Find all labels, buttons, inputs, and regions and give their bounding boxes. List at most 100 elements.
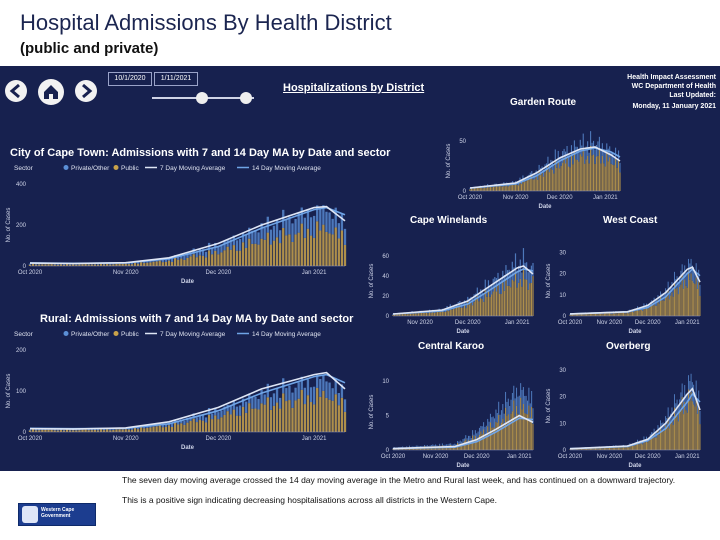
bar-private xyxy=(183,420,186,425)
bar-public xyxy=(510,287,512,316)
dashboard-heading[interactable]: Hospitalizations by District xyxy=(283,82,425,94)
bar-public xyxy=(312,404,316,432)
bar-public xyxy=(229,249,232,266)
bar-public xyxy=(428,311,431,316)
bar-public xyxy=(605,447,607,450)
bar-public xyxy=(507,414,509,450)
bar-public xyxy=(652,437,654,450)
x-tick-label: Nov 2020 xyxy=(597,320,623,326)
bar-private xyxy=(96,429,100,431)
bar-public xyxy=(452,446,454,450)
bar-public xyxy=(232,245,235,266)
bar-private xyxy=(676,276,678,288)
bar-public xyxy=(180,258,183,266)
bar-private xyxy=(695,380,697,399)
bar-public xyxy=(603,447,605,450)
bar-private xyxy=(613,156,615,166)
bar-public xyxy=(278,243,282,266)
bar-public xyxy=(592,154,595,191)
bar-private xyxy=(497,272,499,286)
bar-private xyxy=(35,429,38,431)
start-date-input[interactable]: 10/1/2020 xyxy=(108,72,152,86)
end-date-input[interactable]: 1/11/2021 xyxy=(154,72,198,86)
y-tick-label: 100 xyxy=(16,389,27,395)
bar-public xyxy=(291,241,294,266)
bar-public xyxy=(491,187,493,191)
bar-private xyxy=(263,394,266,405)
forward-button[interactable] xyxy=(75,80,97,102)
bar-private xyxy=(519,177,521,182)
bar-public xyxy=(631,445,633,450)
bar-public xyxy=(500,186,502,191)
slider-start-handle[interactable] xyxy=(196,92,208,104)
x-tick-label: Dec 2020 xyxy=(464,454,490,460)
bar-public xyxy=(465,308,467,316)
bar-private xyxy=(615,147,617,159)
bar-public xyxy=(600,313,602,316)
bar-private xyxy=(573,140,575,152)
bar-private xyxy=(699,411,701,425)
bar-private xyxy=(201,249,205,256)
bar-public xyxy=(662,430,664,450)
bar-private xyxy=(294,218,297,235)
bar-public xyxy=(272,240,276,266)
x-axis-label: Date xyxy=(456,329,470,335)
bar-public xyxy=(521,286,523,316)
bar-public xyxy=(238,415,242,432)
bar-public xyxy=(597,314,599,316)
bar-public xyxy=(591,155,593,191)
slide-title: Hospital Admissions By Health District xyxy=(20,10,392,35)
slider-end-handle[interactable] xyxy=(240,92,252,104)
bar-public xyxy=(695,398,697,450)
bar-public xyxy=(526,180,528,191)
bar-public xyxy=(251,243,254,266)
bar-public xyxy=(452,309,455,316)
bar-public xyxy=(413,313,415,316)
bar-public xyxy=(566,156,568,191)
bar-public xyxy=(547,165,549,191)
date-range-slider[interactable] xyxy=(152,92,254,104)
bar-public xyxy=(245,247,248,266)
home-button[interactable] xyxy=(38,79,64,105)
bar-private xyxy=(432,444,434,447)
x-tick-label: Nov 2020 xyxy=(503,195,529,201)
bar-private xyxy=(325,381,328,398)
bar-public xyxy=(657,299,659,316)
bar-public xyxy=(503,290,505,316)
x-tick-label: Dec 2020 xyxy=(635,454,661,460)
bar-public xyxy=(677,421,679,450)
bar-private xyxy=(542,169,545,177)
bar-public xyxy=(393,314,396,316)
bar-public xyxy=(520,397,522,450)
bar-private xyxy=(426,445,428,447)
bar-public xyxy=(300,389,303,432)
bar-private xyxy=(680,270,682,285)
updated-date: Monday, 11 January 2021 xyxy=(632,103,716,110)
bar-public xyxy=(675,289,677,316)
bar-public xyxy=(582,147,584,191)
bar-public xyxy=(325,397,328,432)
bar-public xyxy=(275,402,279,432)
bar-public xyxy=(626,312,628,316)
bar-private xyxy=(566,145,568,157)
bar-public xyxy=(617,160,620,191)
bar-private xyxy=(238,238,242,251)
bar-private xyxy=(62,429,66,431)
bar-public xyxy=(696,288,698,316)
bar-public xyxy=(676,413,678,450)
bar-public xyxy=(96,430,100,432)
bar-public xyxy=(582,313,584,316)
bar-public xyxy=(573,314,575,316)
x-tick-label: Nov 2020 xyxy=(407,320,433,326)
x-tick-label: Nov 2020 xyxy=(423,454,449,460)
bar-private xyxy=(454,304,456,309)
bar-public xyxy=(164,261,168,266)
bar-public xyxy=(528,405,530,450)
bar-private xyxy=(263,227,266,240)
bar-private xyxy=(612,153,614,165)
bar-private xyxy=(658,427,660,435)
bar-private xyxy=(681,383,683,397)
back-button[interactable] xyxy=(5,80,27,102)
bar-public xyxy=(456,307,458,316)
bar-public xyxy=(334,394,337,432)
